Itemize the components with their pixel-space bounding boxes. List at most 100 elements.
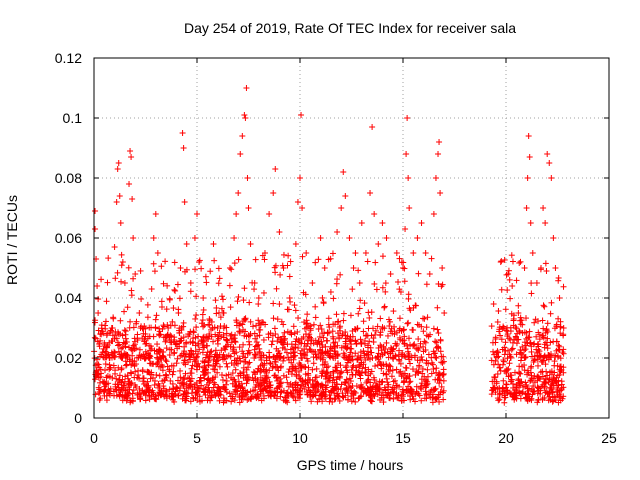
data-point-baseline xyxy=(130,324,137,331)
data-point-baseline xyxy=(545,397,552,404)
data-point-baseline xyxy=(423,357,430,364)
data-point-baseline xyxy=(390,395,397,402)
data-point-peak xyxy=(175,310,182,316)
data-point-baseline xyxy=(402,364,409,371)
data-point-baseline xyxy=(167,377,174,384)
data-point-baseline xyxy=(429,399,436,406)
data-point-peak xyxy=(404,115,411,121)
data-point-baseline xyxy=(135,367,142,374)
data-point-baseline xyxy=(130,387,137,394)
data-point-baseline xyxy=(423,324,430,331)
data-point-baseline xyxy=(372,363,379,370)
data-point-baseline xyxy=(424,366,431,373)
data-point-baseline xyxy=(495,397,502,404)
data-point-baseline xyxy=(103,374,110,381)
data-point-mid xyxy=(118,262,125,269)
data-point-baseline xyxy=(401,377,408,384)
data-point-baseline xyxy=(223,360,230,367)
data-point-mid xyxy=(117,317,124,324)
data-point-peak xyxy=(490,301,497,307)
data-point-mid xyxy=(285,252,292,259)
data-point-peak xyxy=(276,229,283,235)
data-point-baseline xyxy=(507,354,514,361)
y-tick-label: 0.02 xyxy=(55,350,82,366)
data-point-baseline xyxy=(208,394,215,401)
data-point-mid xyxy=(112,275,119,282)
data-point-baseline xyxy=(502,339,509,346)
data-point-baseline xyxy=(295,344,302,351)
data-point-baseline xyxy=(95,361,102,368)
data-point-baseline xyxy=(297,350,304,357)
data-point-peak xyxy=(505,271,512,277)
chart-title: Day 254 of 2019, Rate Of TEC Index for r… xyxy=(184,20,516,36)
data-point-baseline xyxy=(275,334,282,341)
y-tick-label: 0.1 xyxy=(63,110,83,126)
data-point-baseline xyxy=(245,338,252,345)
data-point-mid xyxy=(498,258,505,265)
data-point-baseline xyxy=(520,384,527,391)
data-point-mid xyxy=(246,299,253,306)
data-point-baseline xyxy=(225,371,232,378)
data-point-mid xyxy=(203,279,210,286)
data-point-baseline xyxy=(515,388,522,395)
data-point-mid xyxy=(227,304,234,311)
data-point-baseline xyxy=(346,383,353,390)
data-point-peak xyxy=(436,139,443,145)
data-point-peak xyxy=(244,175,251,181)
data-point-mid xyxy=(128,287,135,294)
data-point-baseline xyxy=(304,358,311,365)
data-point-mid xyxy=(315,256,322,263)
data-point-mid xyxy=(270,300,277,307)
data-point-baseline xyxy=(360,318,367,325)
data-point-baseline xyxy=(121,340,128,347)
data-point-mid xyxy=(304,311,311,318)
data-point-baseline xyxy=(171,349,178,356)
data-point-baseline xyxy=(527,364,534,371)
data-point-baseline xyxy=(349,364,356,371)
data-point-mid xyxy=(435,344,442,351)
data-point-mid xyxy=(373,286,380,293)
data-point-peak xyxy=(525,133,532,139)
data-point-baseline xyxy=(321,361,328,368)
x-tick-label: 5 xyxy=(193,430,201,446)
data-point-peak xyxy=(375,241,382,247)
data-point-baseline xyxy=(107,392,114,399)
data-point-baseline xyxy=(181,343,188,350)
data-point-mid xyxy=(240,297,247,304)
data-point-mid xyxy=(118,278,125,285)
data-point-baseline xyxy=(438,383,445,390)
data-point-peak xyxy=(441,310,448,316)
data-point-baseline xyxy=(174,355,181,362)
data-point-baseline xyxy=(240,364,247,371)
data-point-mid xyxy=(540,302,547,309)
data-point-baseline xyxy=(182,370,189,377)
data-point-mid xyxy=(521,339,528,346)
data-point-mid xyxy=(555,277,562,284)
data-point-baseline xyxy=(101,367,108,374)
data-point-baseline xyxy=(396,369,403,376)
data-point-baseline xyxy=(91,334,98,341)
data-point-baseline xyxy=(149,374,156,381)
data-point-baseline xyxy=(509,345,516,352)
data-point-baseline xyxy=(358,384,365,391)
data-point-peak xyxy=(327,289,334,295)
data-point-peak xyxy=(550,235,557,241)
data-point-mid xyxy=(192,315,199,322)
y-tick-label: 0.04 xyxy=(55,290,82,306)
data-point-peak xyxy=(294,199,301,205)
data-point-baseline xyxy=(156,382,163,389)
data-point-peak xyxy=(405,175,412,181)
data-point-baseline xyxy=(136,346,143,353)
data-point-baseline xyxy=(522,346,529,353)
data-point-baseline xyxy=(428,359,435,366)
data-point-baseline xyxy=(224,363,231,370)
data-point-peak xyxy=(231,235,238,241)
data-point-peak xyxy=(317,235,324,241)
data-point-baseline xyxy=(169,380,176,387)
data-point-baseline xyxy=(338,344,345,351)
data-point-baseline xyxy=(496,364,503,371)
data-point-mid xyxy=(255,301,262,308)
data-point-mid xyxy=(340,317,347,324)
data-point-baseline xyxy=(357,384,364,391)
data-point-peak xyxy=(556,295,563,301)
